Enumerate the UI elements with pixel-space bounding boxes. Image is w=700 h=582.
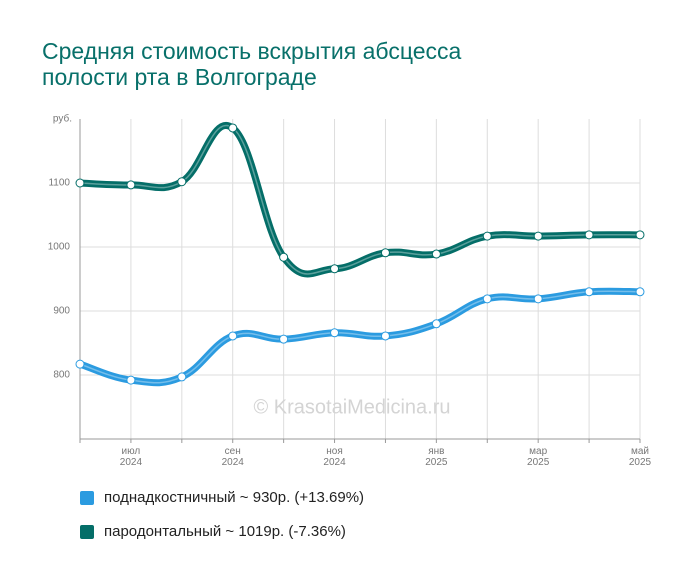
y-tick-label: 1100 <box>48 178 70 189</box>
point <box>533 294 543 304</box>
series-line <box>76 122 644 278</box>
legend-item: поднадкостничный ~ 930р. (+13.69%) <box>80 489 364 506</box>
y-tick-label: 900 <box>53 306 70 317</box>
x-tick-label: май 2025 <box>628 446 652 468</box>
legend-swatch <box>80 490 94 505</box>
point <box>126 375 136 385</box>
point <box>330 328 340 338</box>
x-tick-label: сен 2024 <box>221 446 244 468</box>
point <box>279 252 289 262</box>
point <box>177 177 187 187</box>
legend-label: поднадкостничный ~ 930р. (+13.69%) <box>104 489 365 506</box>
point <box>380 331 390 341</box>
point <box>228 331 238 341</box>
point <box>75 178 85 188</box>
watermark: © KrasotaiMedicina.ru <box>253 396 450 418</box>
chart-title: Средняя стоимость вскрытия абсцесса поло… <box>42 38 462 90</box>
point <box>126 180 136 190</box>
legend-swatch <box>80 524 94 539</box>
legend-label: пародонтальный ~ 1019р. (-7.36%) <box>104 523 346 540</box>
point <box>482 231 492 241</box>
series-line-highlight <box>79 124 641 275</box>
point <box>279 334 289 344</box>
point <box>635 287 645 297</box>
x-tick-label: янв 2025 <box>425 446 448 468</box>
point <box>482 294 492 304</box>
y-unit: руб. <box>53 113 72 125</box>
point <box>584 230 594 240</box>
x-tick-label: ноя 2024 <box>323 446 346 468</box>
x-tick-label: мар 2025 <box>527 446 550 468</box>
legend-item: пародонтальный ~ 1019р. (-7.36%) <box>80 523 346 540</box>
point <box>330 264 340 274</box>
point <box>177 372 187 382</box>
point <box>431 249 441 259</box>
point <box>584 287 594 297</box>
y-tick-label: 1000 <box>48 242 71 253</box>
x-tick-label: июл 2024 <box>119 446 143 468</box>
y-tick-label: 800 <box>53 370 70 381</box>
point <box>431 319 441 329</box>
point <box>635 230 645 240</box>
point <box>75 359 85 369</box>
point <box>228 123 238 133</box>
series-line <box>76 287 644 387</box>
point <box>380 248 390 258</box>
point <box>533 231 543 241</box>
